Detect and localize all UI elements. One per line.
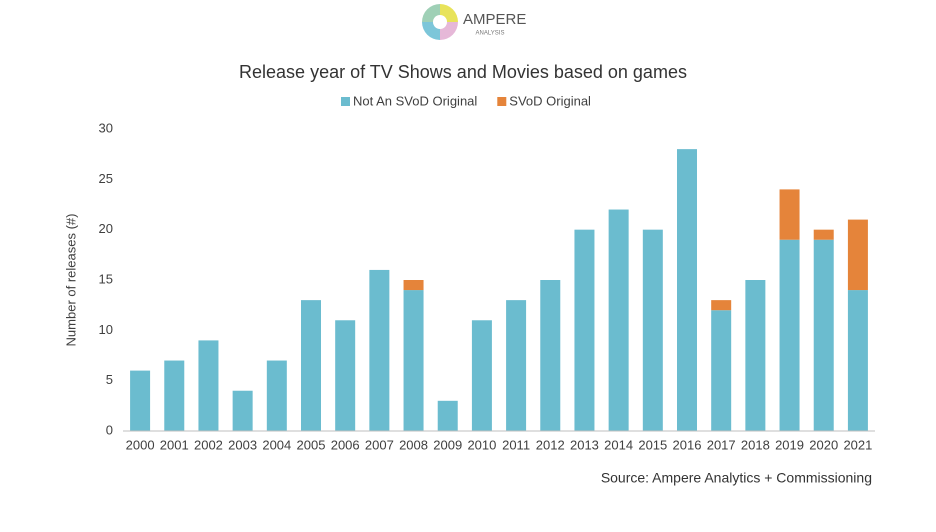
bar-segment <box>130 370 151 431</box>
chart-title: Release year of TV Shows and Movies base… <box>239 62 687 82</box>
legend-swatch <box>341 97 350 106</box>
x-tick-label: 2017 <box>707 437 736 452</box>
logo-mark <box>422 4 458 40</box>
x-tick-label: 2011 <box>502 437 530 452</box>
x-tick-label: 2018 <box>741 437 770 452</box>
legend-swatch <box>497 97 507 106</box>
bar-segment <box>369 269 390 431</box>
bar-segment <box>711 300 732 311</box>
bar-segment <box>847 290 868 431</box>
bar-segment <box>335 320 356 431</box>
x-tick-label: 2008 <box>399 437 428 452</box>
bar-segment <box>813 229 834 240</box>
x-tick-label: 2007 <box>365 437 394 452</box>
bar-segment <box>540 280 561 431</box>
bar-segment <box>642 229 663 431</box>
x-tick-label: 2002 <box>194 437 223 452</box>
bar-segment <box>779 239 800 431</box>
x-tick-label: 2001 <box>160 437 189 452</box>
bar-segment <box>437 400 458 431</box>
x-tick-label: 2004 <box>262 437 291 452</box>
y-tick-label: 5 <box>106 372 113 387</box>
bar-segment <box>677 149 697 431</box>
bar-segment <box>745 280 766 431</box>
x-tick-label: 2010 <box>467 437 496 452</box>
x-tick-label: 2012 <box>536 437 565 452</box>
x-tick-label: 2019 <box>775 437 804 452</box>
bar-segment <box>847 219 868 291</box>
bar-segment <box>506 300 527 431</box>
bar-segment <box>574 229 595 431</box>
y-tick-label: 10 <box>99 322 113 337</box>
x-tick-label: 2003 <box>228 437 257 452</box>
y-tick-label: 0 <box>106 422 113 437</box>
x-tick-label: 2006 <box>331 437 360 452</box>
bar-segment <box>403 280 424 291</box>
x-tick-label: 2014 <box>604 437 633 452</box>
x-tick-label: 2015 <box>638 437 667 452</box>
bar-segment <box>232 390 253 431</box>
logo-subtitle: ANALYSIS <box>476 31 505 37</box>
bar-segment <box>471 320 492 431</box>
y-tick-label: 25 <box>99 171 113 186</box>
bar-segment <box>711 310 732 431</box>
logo-name: AMPERE <box>463 11 526 28</box>
bar-segment <box>164 360 185 431</box>
x-tick-label: 2005 <box>297 437 326 452</box>
x-tick-label: 2009 <box>433 437 462 452</box>
x-tick-label: 2021 <box>843 437 872 452</box>
source-note: Source: Ampere Analytics + Commissioning <box>601 470 872 486</box>
bar-segment <box>301 300 321 431</box>
bar-segment <box>266 360 287 431</box>
bar-segment <box>779 189 800 240</box>
bar-segment <box>608 209 629 431</box>
legend-label: Not An SVoD Original <box>353 93 477 108</box>
bar-segment <box>198 340 219 431</box>
x-tick-label: 2000 <box>126 437 155 452</box>
x-tick-label: 2020 <box>809 437 838 452</box>
y-tick-label: 20 <box>99 221 113 236</box>
y-tick-label: 30 <box>99 120 113 135</box>
bar-segment <box>813 239 834 431</box>
y-tick-label: 15 <box>99 271 113 286</box>
x-tick-label: 2013 <box>570 437 599 452</box>
y-axis-label: Number of releases (#) <box>63 214 78 347</box>
x-tick-label: 2016 <box>673 437 702 452</box>
bar-segment <box>403 290 424 431</box>
legend-label: SVoD Original <box>509 93 591 108</box>
